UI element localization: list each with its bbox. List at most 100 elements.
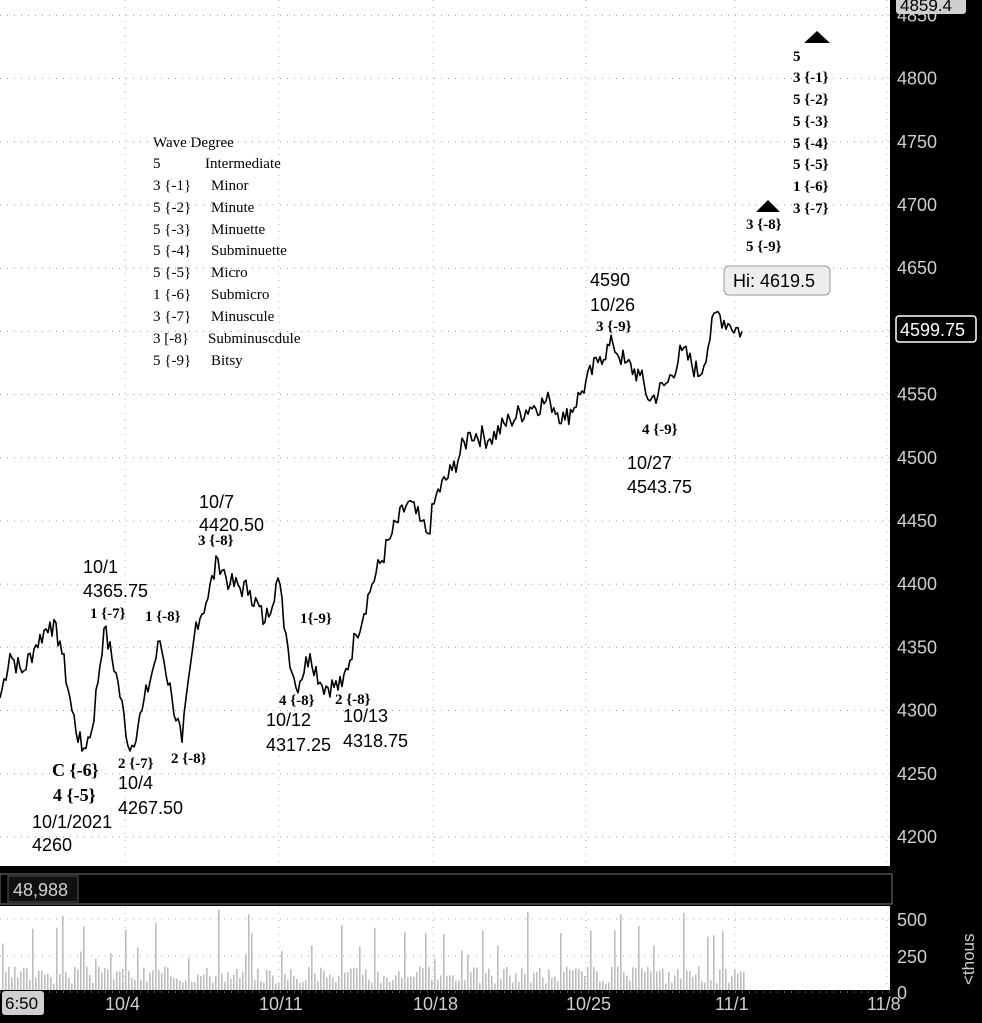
volume-bar [218,910,220,990]
volume-bar [275,983,277,990]
volume-bar [134,979,136,990]
last-price-tag [895,315,977,343]
volume-bar [278,982,280,990]
volume-bar [452,975,454,990]
price-label: 4260 [32,835,72,855]
volume-bar [44,974,46,990]
volume-bar [242,972,244,990]
projection-label: 3 {-7} [793,201,829,217]
volume-bar [623,972,625,990]
volume-bar [695,974,697,990]
date-label: 10/27 [627,453,672,473]
wave-label: 2 {-7} [118,756,154,772]
volume-bar [479,983,481,990]
legend-code: 5 {-2} [153,200,191,216]
volume-bar [722,931,724,990]
volume-bar [443,933,445,990]
price-key-point [688,355,692,359]
volume-bar [731,975,733,990]
volume-bar [83,926,85,990]
price-label: 4317.25 [266,735,331,755]
volume-bar [533,972,535,990]
volume-bar [185,980,187,990]
volume-bar [296,978,298,990]
volume-bar [194,982,196,990]
volume-bar [140,979,142,990]
price-label: 4365.75 [83,581,148,601]
volume-bar [635,968,637,990]
wave-label: 3 {-9} [596,319,632,335]
volume-bar [182,982,184,990]
volume-bar [188,958,190,990]
volume-bar [527,911,529,990]
legend-code: 1 {-6} [153,287,191,303]
price-tick-label: 4500 [897,448,937,468]
volume-bar [14,966,16,990]
volume-bar [392,979,394,990]
volume-bar [497,945,499,990]
hi-callout-label: Hi: 4619.5 [733,271,815,291]
volume-bar [509,975,511,990]
volume-bar [269,970,271,990]
volume-bar [11,977,13,990]
volume-bar [221,973,223,990]
time-cursor-tag [2,991,44,1015]
price-plot-area[interactable] [0,0,890,866]
volume-bar [602,980,604,990]
volume-bar [89,975,91,990]
volume-bar [110,953,112,990]
volume-bar [74,966,76,990]
volume-plot-area[interactable] [0,906,890,990]
price-tick-label: 4550 [897,385,937,405]
volume-bar [665,983,667,990]
time-tick-label: 10/25 [566,994,611,1014]
volume-bar [281,950,283,990]
volume-bar [395,975,397,990]
volume-bar [719,969,721,990]
volume-bar [113,979,115,990]
volume-bar [371,982,373,990]
volume-bar [137,947,139,990]
volume-bar [503,968,505,990]
volume-bar [512,982,514,990]
volume-bar [593,967,595,990]
date-label: 10/13 [343,706,388,726]
volume-bar [680,978,682,990]
volume-bar [566,966,568,990]
volume-bar [374,927,376,990]
volume-bar [425,933,427,990]
price-tick-label: 4200 [897,827,937,847]
legend-name: Minute [211,200,255,216]
price-label: 4318.75 [343,731,408,751]
volume-bar [575,968,577,990]
price-series-line [0,310,743,752]
price-tick-label: 4400 [897,574,937,594]
hi-callout-box [723,265,831,296]
volume-bar [323,970,325,990]
volume-bar [107,969,109,990]
volume-bar [539,968,541,990]
volume-bar [398,971,400,990]
legend-name: Submicro [211,287,269,303]
volume-bar [251,933,253,990]
volume-bar [236,968,238,990]
volume-bar [581,971,583,990]
volume-bar [224,981,226,990]
volume-bar [356,968,358,990]
price-key-point [378,557,382,561]
volume-bar [683,912,685,990]
volume-bar [401,977,403,990]
volume-bar [617,966,619,990]
volume-bar [677,969,679,990]
volume-bar [551,978,553,990]
time-tick-label: 10/4 [105,994,140,1014]
projection-label: 3 {-1} [793,70,829,86]
volume-bar [530,982,532,990]
projection-label: 3 {-8} [746,217,782,233]
volume-bar [170,976,172,990]
volume-bar [659,970,661,990]
volume-bar [488,968,490,990]
date-label: 10/26 [590,295,635,315]
volume-bar [329,974,331,990]
